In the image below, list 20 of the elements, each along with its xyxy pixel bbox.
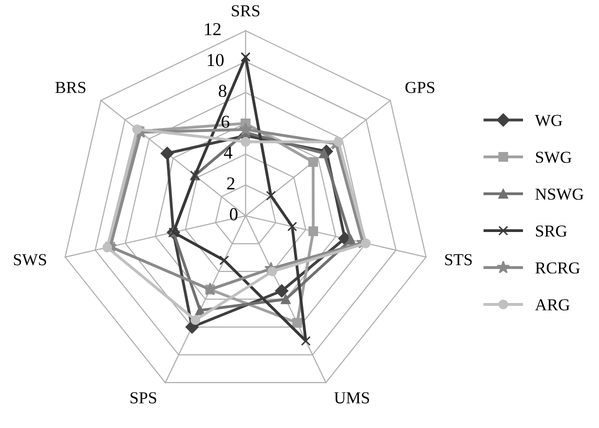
spoke-label: BRS bbox=[55, 82, 86, 94]
legend-label: ARG bbox=[535, 299, 570, 310]
legend-label: SWG bbox=[536, 152, 572, 163]
spoke-label: SPS bbox=[130, 392, 156, 404]
y-tick-label: 6 bbox=[222, 116, 230, 128]
spoke-label: UMS bbox=[334, 392, 370, 404]
spoke-label: SWS bbox=[14, 254, 46, 266]
y-tick-label: 12 bbox=[205, 23, 221, 36]
legend-label: WG bbox=[534, 114, 562, 126]
legend-label: NSWG bbox=[535, 188, 584, 200]
y-tick-label: 10 bbox=[208, 54, 224, 66]
spoke-label: STS bbox=[445, 254, 472, 266]
legend-label: RCRG bbox=[535, 262, 580, 274]
spoke-label: GPS bbox=[405, 82, 434, 94]
y-tick-label: 8 bbox=[218, 84, 226, 97]
y-tick-label: 2 bbox=[227, 177, 234, 190]
spoke-label: SRS bbox=[232, 5, 260, 16]
legend-label: SRG bbox=[536, 225, 567, 237]
y-tick-label: 0 bbox=[230, 208, 238, 220]
y-tick-label: 4 bbox=[224, 146, 232, 158]
